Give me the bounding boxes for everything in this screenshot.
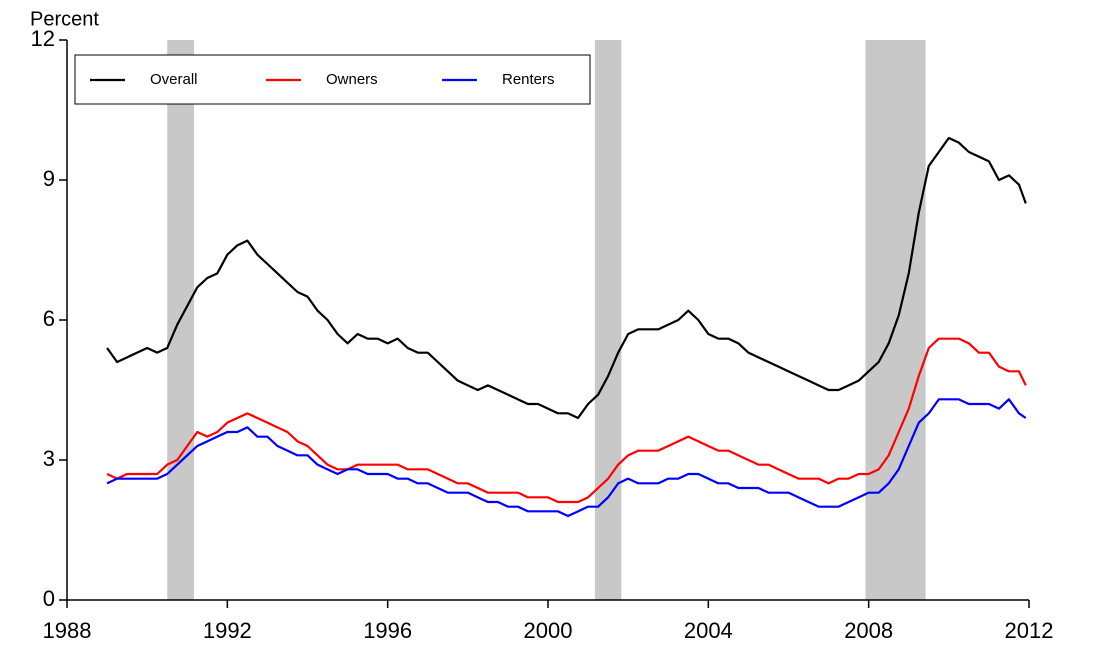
y-tick-label: 0 xyxy=(43,586,55,611)
legend-label: Overall xyxy=(150,71,198,88)
legend: Overall Owners Renters xyxy=(74,54,591,105)
x-tick-label: 1992 xyxy=(203,618,252,643)
y-tick-label: 6 xyxy=(43,306,55,331)
legend-box xyxy=(74,54,591,105)
x-tick-label: 1996 xyxy=(363,618,412,643)
y-tick-label: 3 xyxy=(43,446,55,471)
legend-label: Renters xyxy=(502,71,555,88)
shaded-region xyxy=(594,40,622,600)
line-series xyxy=(106,398,1027,518)
x-tick-label: 1988 xyxy=(43,618,92,643)
x-tick-label: 2000 xyxy=(524,618,573,643)
shaded-region xyxy=(865,40,926,600)
line-series xyxy=(106,337,1027,504)
line-series xyxy=(106,136,1027,420)
x-tick-label: 2004 xyxy=(684,618,733,643)
y-tick-label: 12 xyxy=(31,26,55,51)
y-tick-label: 9 xyxy=(43,166,55,191)
x-tick-label: 2008 xyxy=(844,618,893,643)
y-axis-label: Percent xyxy=(30,8,99,30)
x-tick-label: 2012 xyxy=(1005,618,1054,643)
legend-label: Owners xyxy=(326,71,378,88)
